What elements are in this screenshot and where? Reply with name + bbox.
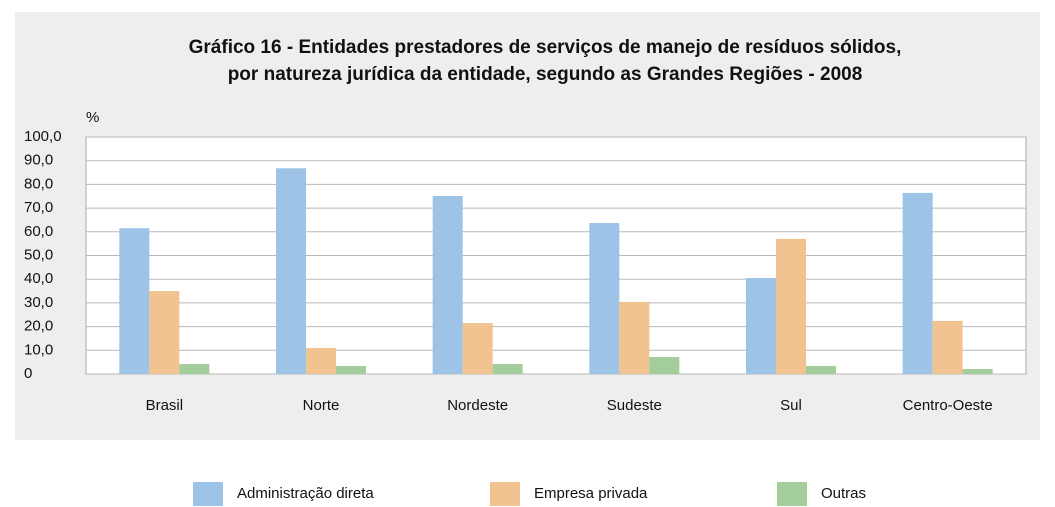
y-tick-label: 30,0: [24, 294, 53, 311]
x-tick-label: Sudeste: [607, 397, 662, 414]
legend-label: Administração direta: [237, 485, 374, 502]
bar: [649, 356, 680, 374]
y-tick-label: 90,0: [24, 152, 53, 169]
x-tick-label: Nordeste: [447, 397, 508, 414]
x-tick-label: Sul: [780, 397, 802, 414]
bar: [746, 278, 776, 374]
y-tick-label: 20,0: [24, 318, 53, 335]
bar: [462, 323, 493, 374]
bar: [119, 228, 150, 374]
legend-label: Empresa privada: [534, 485, 648, 502]
y-tick-label: 60,0: [24, 223, 53, 240]
bar: [336, 365, 366, 374]
bar: [149, 291, 180, 374]
x-tick-label: Centro-Oeste: [903, 397, 993, 414]
legend-swatch: [490, 482, 520, 506]
bar: [902, 192, 933, 374]
y-tick-label: 40,0: [24, 270, 53, 287]
y-tick-label: 50,0: [24, 246, 53, 263]
legend-label: Outras: [821, 485, 866, 502]
bar: [276, 168, 306, 374]
y-tick-label: 10,0: [24, 341, 53, 358]
x-tick-label: Brasil: [146, 397, 184, 414]
chart-title: por natureza jurídica da entidade, segun…: [228, 64, 863, 85]
bar: [776, 238, 806, 374]
y-tick-label: 0: [24, 365, 32, 382]
bar: [806, 365, 836, 374]
bar: [962, 369, 993, 374]
y-unit: %: [86, 109, 99, 126]
y-tick-label: 80,0: [24, 175, 53, 192]
legend-swatch: [777, 482, 807, 506]
bar: [932, 320, 963, 374]
y-tick-label: 100,0: [24, 128, 62, 145]
bar: [179, 364, 210, 374]
legend-swatch: [193, 482, 223, 506]
y-tick-label: 70,0: [24, 199, 53, 216]
bar: [619, 301, 650, 374]
x-tick-label: Norte: [303, 397, 340, 414]
bar: [306, 347, 336, 374]
bar: [432, 196, 463, 374]
chart-title: Gráfico 16 - Entidades prestadores de se…: [189, 37, 902, 58]
bar: [492, 364, 523, 374]
bar: [589, 223, 620, 374]
